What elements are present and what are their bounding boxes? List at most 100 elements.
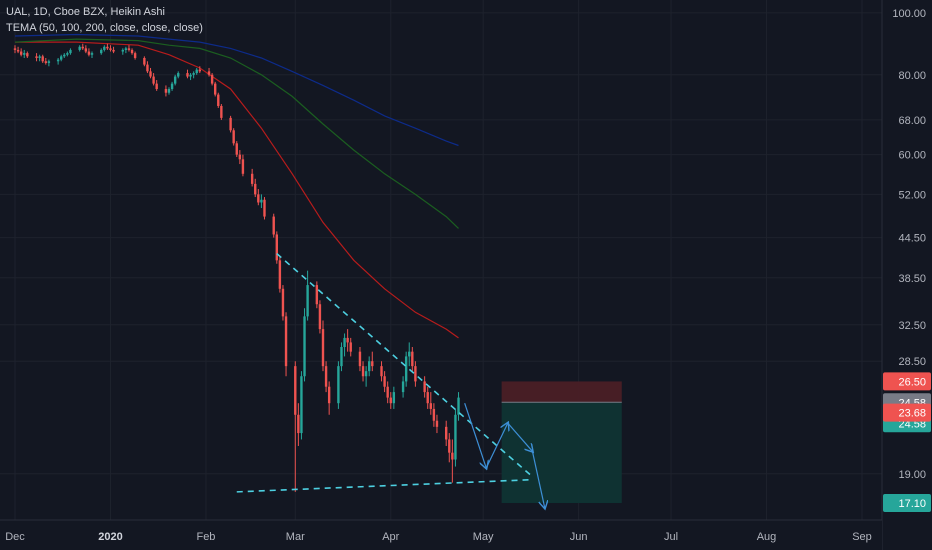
candle-body	[152, 76, 155, 84]
candle-body	[426, 392, 429, 404]
candle-body	[315, 285, 319, 305]
x-tick-label: Jul	[664, 531, 678, 543]
candle-body	[294, 366, 297, 415]
chart-legend: UAL, 1D, Cboe BZX, Heikin Ashi TEMA (50,…	[6, 4, 203, 36]
candle-body	[272, 216, 275, 235]
candle-body	[78, 46, 81, 50]
candle-body	[346, 337, 349, 343]
candle-body	[235, 143, 238, 155]
price-axis	[882, 0, 932, 550]
x-tick-label: 2020	[98, 531, 122, 543]
tema-50-line	[15, 41, 459, 339]
candle-body	[257, 194, 260, 203]
candle-body	[250, 173, 254, 184]
candle-body	[143, 57, 146, 65]
candle-body	[324, 366, 328, 387]
candle-body	[121, 49, 124, 52]
candle-body	[155, 83, 158, 90]
price-tag	[883, 403, 931, 422]
candle-body	[207, 71, 211, 75]
tema-200-line	[14, 33, 459, 147]
x-tick-label: Apr	[382, 531, 399, 543]
price-tag-label: 26.50	[898, 376, 926, 388]
candle-body	[127, 48, 131, 50]
candle-body	[192, 73, 195, 75]
x-tick-label: Mar	[286, 531, 305, 543]
candle-body	[164, 89, 168, 93]
candle-body	[284, 316, 288, 367]
candle-body	[340, 347, 343, 367]
candle-body	[423, 381, 426, 393]
candle-body	[318, 304, 322, 330]
stop-loss-zone	[501, 381, 622, 403]
candle-body	[130, 49, 134, 54]
candle-body	[13, 48, 17, 50]
candle-body	[103, 46, 106, 50]
candle-body	[124, 48, 128, 50]
candle-body	[146, 64, 149, 72]
candle-body	[454, 414, 457, 460]
candle-body	[81, 46, 84, 49]
candle-body	[327, 386, 331, 404]
take-profit-zone	[501, 402, 622, 503]
y-tick-label: 52.00	[898, 189, 926, 201]
candle-body	[170, 83, 174, 90]
candle-body	[186, 73, 189, 77]
time-axis	[0, 520, 882, 550]
candle-body	[173, 76, 177, 84]
candle-body	[349, 342, 352, 352]
candle-body	[411, 351, 414, 367]
projection-segment	[507, 422, 533, 451]
candle-body	[214, 83, 217, 95]
candle-body	[241, 159, 245, 174]
candle-body	[361, 366, 365, 377]
candle-body	[371, 361, 374, 367]
tema-100-line	[14, 38, 459, 229]
candle-body	[63, 54, 66, 57]
projection-segment	[464, 403, 487, 468]
candle-body	[66, 53, 69, 55]
candle-body	[41, 56, 44, 62]
candle-body	[281, 288, 285, 317]
y-tick-label: 100.00	[892, 8, 926, 20]
candle-body	[386, 386, 389, 398]
y-tick-label: 38.50	[898, 273, 926, 285]
candle-body	[195, 69, 198, 74]
candle-body	[109, 48, 112, 50]
candle-body	[44, 61, 47, 63]
candle-body	[149, 71, 152, 77]
candle-body	[198, 69, 201, 72]
y-tick-label: 60.00	[898, 150, 926, 162]
candle-body	[167, 89, 171, 93]
candle-body	[401, 381, 405, 393]
candle-body	[337, 366, 340, 404]
candle-body	[451, 452, 454, 460]
candle-body	[217, 94, 220, 106]
candle-body	[133, 53, 137, 58]
candle-body	[60, 56, 63, 60]
candle-body	[300, 376, 303, 434]
x-tick-label: Feb	[196, 531, 215, 543]
candle-body	[404, 356, 408, 382]
candle-body	[414, 366, 417, 382]
candle-body	[432, 408, 436, 421]
candle-body	[303, 316, 306, 377]
x-tick-label: Sep	[852, 531, 872, 543]
candle-body	[392, 392, 396, 404]
candle-body	[23, 53, 26, 55]
candle-body	[429, 403, 432, 409]
candle-body	[368, 361, 371, 372]
x-tick-label: Aug	[757, 531, 777, 543]
candle-body	[297, 414, 300, 434]
candle-body	[177, 73, 180, 77]
candle-body	[106, 46, 109, 49]
candle-body	[380, 366, 383, 377]
candle-body	[229, 117, 232, 131]
projection-segment	[531, 451, 544, 508]
y-tick-label: 28.50	[898, 356, 926, 368]
y-tick-label: 44.50	[898, 233, 926, 245]
y-tick-label: 68.00	[898, 115, 926, 127]
candle-body	[56, 59, 60, 62]
candle-body	[358, 351, 362, 367]
